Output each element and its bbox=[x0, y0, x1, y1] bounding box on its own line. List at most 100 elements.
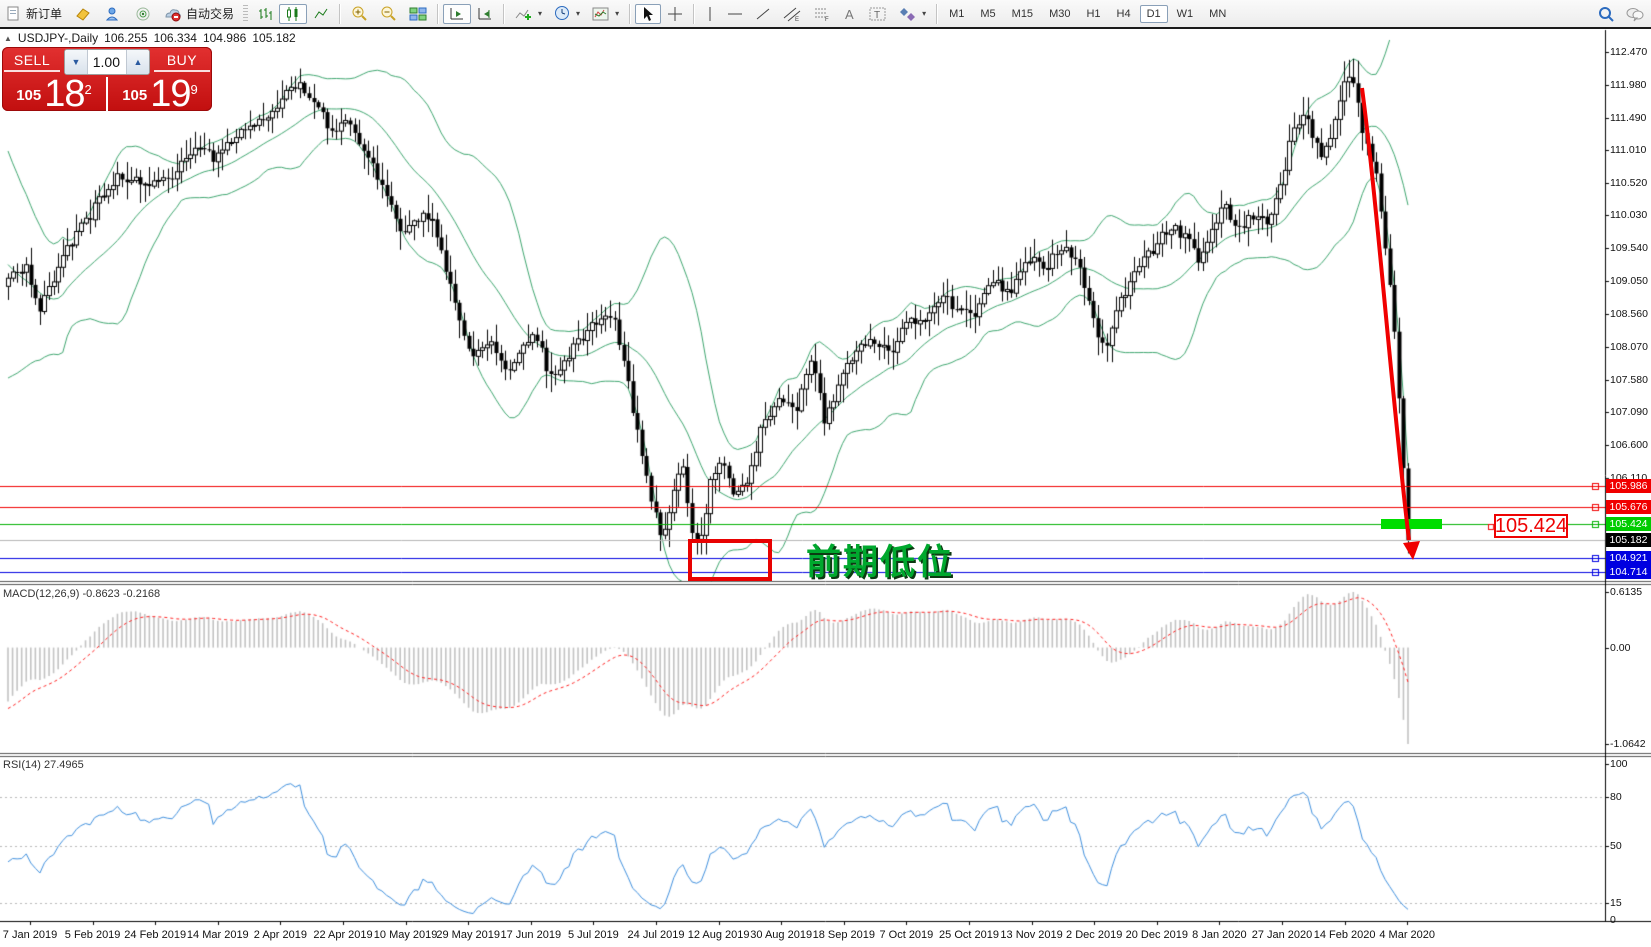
bid-price-point: 2 bbox=[84, 82, 92, 97]
auto-trading-icon bbox=[164, 6, 182, 22]
candlestick-button[interactable] bbox=[279, 3, 308, 24]
sell-button[interactable]: SELL bbox=[4, 52, 60, 72]
timeframe-button-m15[interactable]: M15 bbox=[1011, 7, 1034, 20]
auto-scroll-button[interactable] bbox=[443, 3, 472, 24]
trendline-icon bbox=[755, 6, 771, 22]
shapes-icon bbox=[899, 6, 917, 22]
search-icon[interactable] bbox=[1597, 5, 1615, 23]
text-button[interactable]: A bbox=[837, 4, 863, 24]
volume-input[interactable]: 1.00 bbox=[92, 54, 120, 70]
date-label: 24 Jul 2019 bbox=[627, 929, 685, 941]
text-label-button[interactable]: T bbox=[863, 4, 893, 24]
tile-windows-button[interactable] bbox=[403, 4, 433, 24]
support-zone-text: 前期低位 bbox=[806, 543, 955, 582]
date-label: 12 Aug 2019 bbox=[687, 929, 750, 941]
date-label: 25 Oct 2019 bbox=[939, 929, 999, 941]
eraser-button[interactable] bbox=[68, 4, 98, 24]
cursor-arrow-icon bbox=[641, 6, 655, 22]
svg-text:E: E bbox=[795, 17, 799, 22]
arrows-button[interactable]: ▾ bbox=[893, 4, 932, 24]
vertical-line-button[interactable] bbox=[699, 4, 721, 24]
date-label: 7 Jan 2019 bbox=[2, 929, 58, 941]
zoom-out-button[interactable] bbox=[374, 4, 403, 24]
collapse-triangle-icon[interactable]: ▲ bbox=[4, 33, 12, 43]
price-axis-label: 112.470 bbox=[1610, 46, 1648, 58]
timeframe-button-m30[interactable]: M30 bbox=[1049, 7, 1071, 20]
timeframe-button-mn[interactable]: MN bbox=[1209, 7, 1227, 20]
chat-icon[interactable] bbox=[1625, 6, 1645, 22]
timeframe-button-h4[interactable]: H4 bbox=[1116, 7, 1131, 20]
timeframe-button-m1[interactable]: M1 bbox=[949, 7, 965, 20]
price-level-flag[interactable]: 105.424 bbox=[1494, 514, 1568, 538]
price-axis-label: 106.600 bbox=[1610, 439, 1648, 452]
support-level-segment[interactable] bbox=[1381, 519, 1442, 529]
rsi-axis-level: 15 bbox=[1610, 896, 1622, 909]
date-label: 29 May 2019 bbox=[436, 929, 500, 941]
timeframe-button-w1[interactable]: W1 bbox=[1176, 7, 1194, 20]
date-label: 20 Dec 2019 bbox=[1125, 929, 1188, 941]
volume-decrease-button[interactable]: ▼ bbox=[65, 50, 88, 74]
templates-button[interactable]: ▾ bbox=[586, 4, 625, 24]
fibonacci-button[interactable]: F bbox=[807, 4, 837, 24]
chevron-down-icon: ▾ bbox=[538, 9, 543, 18]
date-label: 30 Aug 2019 bbox=[750, 929, 813, 941]
date-label: 27 Jan 2020 bbox=[1251, 929, 1313, 941]
fibonacci-icon: F bbox=[813, 6, 831, 23]
date-label: 22 Apr 2019 bbox=[313, 929, 373, 941]
buy-button[interactable]: BUY bbox=[154, 52, 210, 72]
text-label-icon: T bbox=[869, 6, 887, 22]
ask-price[interactable]: 105 19 9 bbox=[108, 73, 212, 115]
new-order-button[interactable]: 新订单 bbox=[0, 4, 68, 24]
sonar-button[interactable] bbox=[128, 4, 158, 24]
horizontal-line-button[interactable] bbox=[721, 4, 749, 24]
user-cloud-icon bbox=[104, 6, 122, 22]
price-axis-label: 109.050 bbox=[1610, 275, 1648, 288]
volume-increase-button[interactable]: ▲ bbox=[126, 50, 149, 74]
chevron-down-icon: ▾ bbox=[615, 9, 620, 18]
crosshair-icon bbox=[667, 6, 683, 22]
timeframe-button-d1[interactable]: D1 bbox=[1139, 4, 1168, 23]
chevron-down-icon: ▾ bbox=[922, 9, 927, 18]
timeframe-button-m5[interactable]: M5 bbox=[980, 7, 996, 20]
svg-text:F: F bbox=[825, 17, 829, 22]
indicators-button[interactable]: ▾ bbox=[509, 4, 548, 24]
price-axis-label: 107.090 bbox=[1610, 406, 1648, 419]
crosshair-button[interactable] bbox=[661, 4, 689, 24]
profile-button[interactable] bbox=[98, 4, 128, 24]
date-label: 5 Feb 2019 bbox=[64, 929, 121, 941]
bid-price-pips: 18 bbox=[44, 73, 85, 115]
ask-price-pips: 19 bbox=[150, 73, 191, 115]
date-label: 10 May 2019 bbox=[373, 929, 438, 941]
ohlc-open: 106.255 bbox=[104, 31, 148, 45]
trendline-button[interactable] bbox=[749, 4, 777, 24]
support-zone-rectangle[interactable] bbox=[688, 539, 772, 581]
price-axis-label: 109.540 bbox=[1610, 242, 1648, 255]
date-label: 2 Apr 2019 bbox=[253, 929, 307, 941]
date-label: 2 Dec 2019 bbox=[1066, 929, 1123, 941]
cursor-button[interactable] bbox=[635, 3, 662, 24]
symbol-period-label: USDJPY-,Daily bbox=[17, 31, 99, 45]
line-chart-button[interactable] bbox=[307, 4, 335, 24]
timeframe-bar: M1 M5 M15 M30 H1 H4 D1 W1 MN bbox=[942, 4, 1233, 23]
periods-button[interactable]: ▾ bbox=[548, 4, 586, 24]
bid-price[interactable]: 105 18 2 bbox=[2, 73, 108, 115]
bar-chart-button[interactable] bbox=[251, 4, 279, 24]
ohlc-low: 104.986 bbox=[202, 31, 247, 45]
candlestick-icon bbox=[285, 6, 301, 22]
channel-button[interactable]: E bbox=[777, 4, 807, 24]
toolbar-grip[interactable] bbox=[243, 4, 249, 23]
rsi-axis-level: 50 bbox=[1610, 839, 1622, 852]
timeframe-button-h1[interactable]: H1 bbox=[1086, 7, 1101, 20]
price-line-label: 105.986 bbox=[1606, 479, 1651, 494]
macd-axis-zero: 0.00 bbox=[1610, 641, 1631, 654]
rsi-label: RSI(14) 27.4965 bbox=[3, 759, 84, 771]
window-border bbox=[0, 27, 1651, 29]
zoom-in-button[interactable] bbox=[345, 4, 374, 24]
price-line-label: 105.676 bbox=[1606, 500, 1651, 515]
price-axis-label: 108.560 bbox=[1610, 307, 1648, 320]
rsi-axis-bottom: 0 bbox=[1610, 914, 1616, 926]
auto-trading-button[interactable]: 自动交易 bbox=[158, 4, 240, 24]
chart-shift-button[interactable] bbox=[471, 4, 499, 24]
